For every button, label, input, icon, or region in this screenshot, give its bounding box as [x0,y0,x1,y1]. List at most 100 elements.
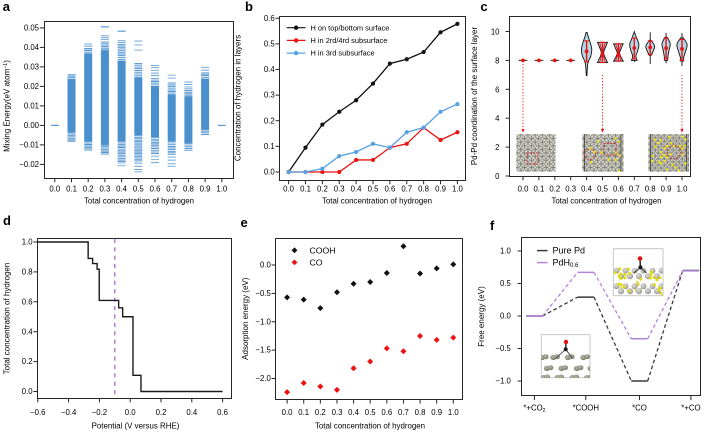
svg-text:0.2: 0.2 [264,116,275,125]
svg-text:0.0: 0.0 [283,185,295,194]
svg-text:0.00: 0.00 [24,121,40,130]
svg-text:1.0: 1.0 [452,185,464,194]
svg-text:1.0: 1.0 [677,185,689,194]
svg-text:−0.2: −0.2 [92,408,107,417]
svg-text:0.7: 0.7 [166,185,177,194]
svg-text:Total concentration of hydroge: Total concentration of hydrogen [322,197,432,206]
svg-text:0.6: 0.6 [381,408,392,417]
svg-text:Mixing Energy(eV atom−1): Mixing Energy(eV atom−1) [3,60,12,152]
svg-text:0.03: 0.03 [24,63,39,72]
svg-text:0.1: 0.1 [66,185,77,194]
svg-text:0.4: 0.4 [186,408,198,417]
svg-text:0.7: 0.7 [398,408,409,417]
svg-text:Pure Pd: Pure Pd [553,246,586,256]
svg-text:0.8: 0.8 [418,185,429,194]
svg-text:−0.5: −0.5 [495,344,511,353]
svg-text:2: 2 [495,143,499,152]
svg-text:1.0: 1.0 [500,247,512,256]
svg-text:0.1: 0.1 [264,142,275,151]
svg-text:0.0: 0.0 [49,185,61,194]
svg-text:*CO: *CO [632,404,647,413]
svg-text:−0.01: −0.01 [19,141,39,150]
svg-text:0.5: 0.5 [264,39,276,48]
svg-text:0.0: 0.0 [125,408,137,417]
svg-text:e: e [241,215,248,230]
svg-text:0.6: 0.6 [264,14,275,23]
svg-text:0.5: 0.5 [368,185,380,194]
svg-text:Potential (V versus RHE): Potential (V versus RHE) [92,421,180,430]
svg-text:H in 2rd/4rd subsurface: H in 2rd/4rd subsurface [311,36,388,45]
svg-text:−1.5: −1.5 [255,346,271,355]
svg-text:*+CO: *+CO [681,404,700,413]
svg-text:0.6: 0.6 [613,185,624,194]
svg-text:0.9: 0.9 [431,408,442,417]
svg-text:−2.0: −2.0 [255,374,271,383]
svg-text:0.8: 0.8 [645,185,656,194]
svg-text:0: 0 [495,172,500,181]
svg-text:0.2: 0.2 [317,185,328,194]
svg-text:0.6: 0.6 [150,185,161,194]
svg-text:a: a [3,0,11,14]
svg-text:0.9: 0.9 [200,185,211,194]
svg-text:−1.0: −1.0 [495,377,511,386]
svg-text:Total concentration of hydroge: Total concentration of hydrogen [3,263,12,375]
svg-text:0.8: 0.8 [183,185,194,194]
svg-text:0.0: 0.0 [260,261,272,270]
svg-text:0.3: 0.3 [565,185,576,194]
svg-text:0.0: 0.0 [264,168,276,177]
svg-text:0.6: 0.6 [217,408,228,417]
svg-text:0.7: 0.7 [629,185,640,194]
svg-text:0.4: 0.4 [264,65,276,74]
svg-text:Total concentration of hydroge: Total concentration of hydrogen [315,421,425,430]
svg-text:10: 10 [491,28,500,37]
svg-text:6: 6 [495,85,499,94]
svg-text:0.05: 0.05 [24,24,40,33]
svg-text:H in 3rd subsurface: H in 3rd subsurface [311,49,375,58]
svg-text:8: 8 [495,56,499,65]
svg-text:0.1: 0.1 [300,185,311,194]
svg-text:COOH: COOH [310,245,336,255]
svg-text:b: b [245,0,253,14]
svg-text:0.4: 0.4 [351,185,363,194]
svg-text:0.5: 0.5 [500,279,512,288]
svg-text:c: c [480,0,487,14]
svg-text:0.04: 0.04 [24,43,40,52]
svg-text:0.0: 0.0 [518,185,530,194]
svg-text:Concentration of hydrogen in l: Concentration of hydrogen in layers [234,35,243,161]
svg-text:0.0: 0.0 [282,408,294,417]
svg-text:Free energy (eV): Free energy (eV) [477,286,486,347]
svg-text:0.01: 0.01 [24,102,39,111]
svg-text:CO: CO [310,258,323,268]
svg-text:0.3: 0.3 [332,408,343,417]
svg-text:0.5: 0.5 [133,185,145,194]
svg-text:*COOH: *COOH [573,404,599,413]
svg-text:0.2: 0.2 [315,408,326,417]
svg-text:4: 4 [495,114,500,123]
svg-text:−0.5: −0.5 [255,289,271,298]
svg-text:0.1: 0.1 [298,408,309,417]
svg-text:0.9: 0.9 [661,185,672,194]
svg-text:0.4: 0.4 [348,408,360,417]
svg-text:0.02: 0.02 [24,82,39,91]
svg-text:0.1: 0.1 [533,185,544,194]
svg-text:Pd-Pd coordination of the surf: Pd-Pd coordination of the surface layer [470,27,479,166]
svg-text:1.0: 1.0 [448,408,460,417]
svg-text:0.4: 0.4 [116,185,128,194]
svg-text:−0.02: −0.02 [19,160,39,169]
svg-text:1.0: 1.0 [22,238,34,247]
svg-text:0.5: 0.5 [365,408,377,417]
svg-text:0.3: 0.3 [334,185,345,194]
svg-text:0.4: 0.4 [22,327,34,336]
svg-text:Adsorption energy (eV): Adsorption energy (eV) [241,277,250,360]
svg-text:0.4: 0.4 [581,185,593,194]
svg-text:d: d [3,213,11,228]
svg-text:Total concentration of hydroge: Total concentration of hydrogen [551,197,661,206]
svg-text:0.2: 0.2 [156,408,167,417]
svg-text:1.0: 1.0 [216,185,228,194]
svg-text:−0.6: −0.6 [30,408,45,417]
svg-text:0.6: 0.6 [384,185,395,194]
svg-text:Total concentration of hydroge: Total concentration of hydrogen [84,197,194,206]
svg-text:0.2: 0.2 [549,185,560,194]
svg-text:0.2: 0.2 [22,357,33,366]
svg-text:0.3: 0.3 [264,91,275,100]
